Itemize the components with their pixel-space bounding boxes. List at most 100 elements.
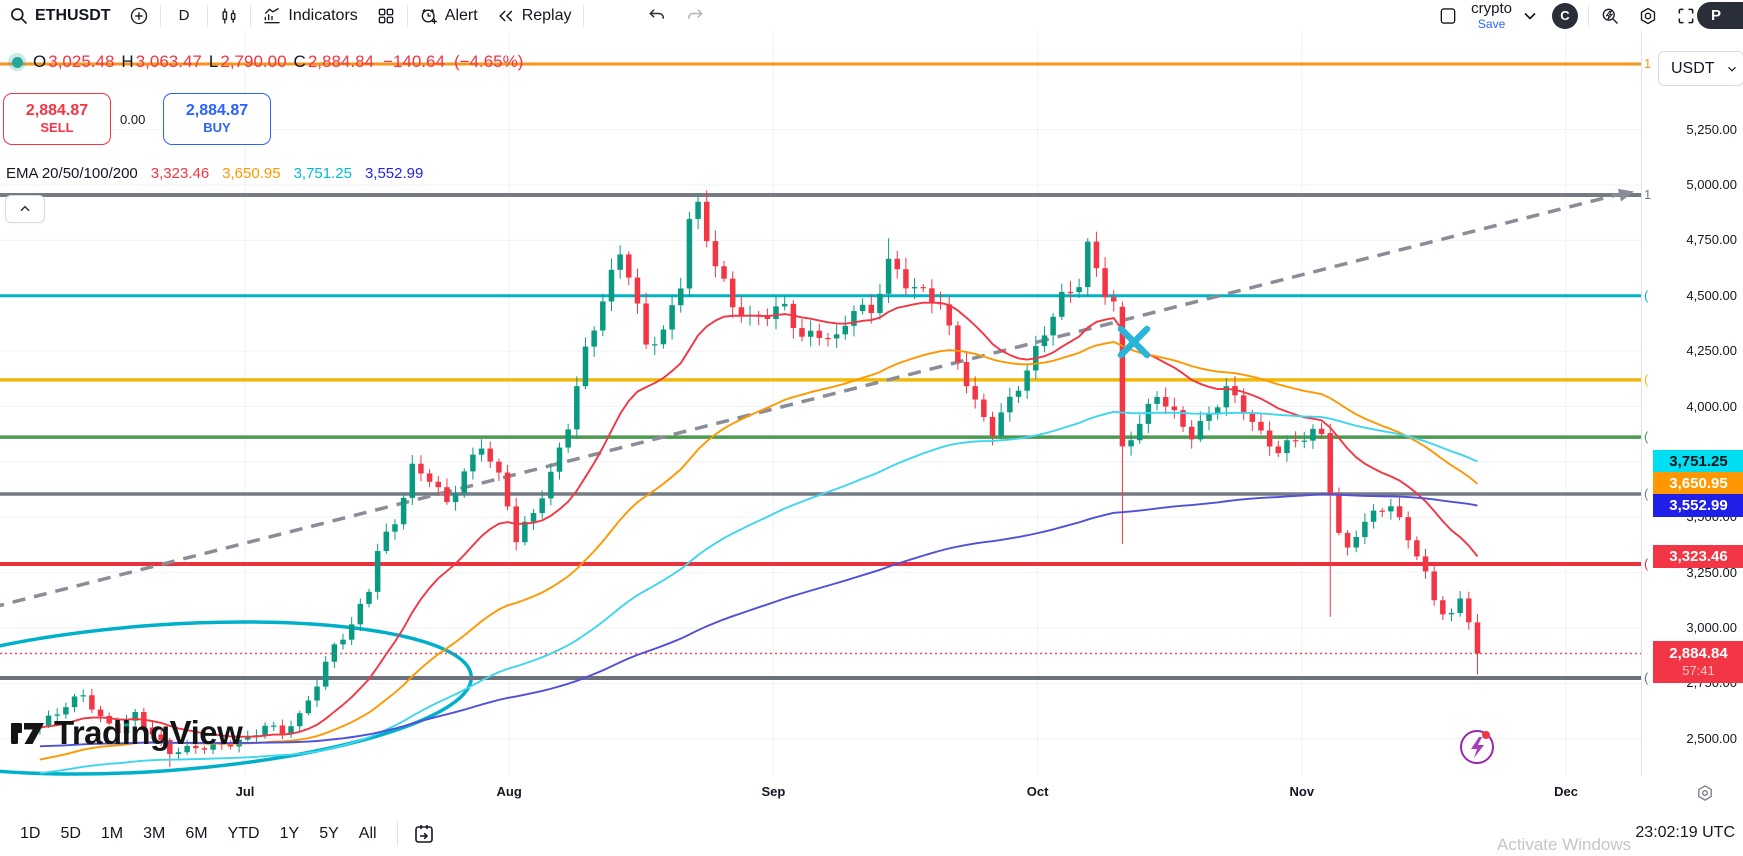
- fullscreen-button[interactable]: [1667, 1, 1705, 31]
- axis-settings-icon[interactable]: [1695, 783, 1715, 803]
- range-button-1y[interactable]: 1Y: [279, 825, 300, 842]
- gear-icon: [1638, 6, 1658, 26]
- symbol-name[interactable]: ETHUSDT: [35, 6, 111, 24]
- layout-name-save[interactable]: crypto Save: [1467, 1, 1516, 30]
- line-price-tag: (: [1644, 287, 1649, 303]
- line-price-tag: 1: [1644, 186, 1652, 202]
- fullscreen-icon: [1676, 6, 1696, 26]
- range-button-1d[interactable]: 1D: [20, 825, 41, 842]
- grid-icon: [376, 6, 396, 26]
- current-price-badge: 2,884.84 57:41: [1653, 640, 1743, 683]
- toolbar-separator: [1588, 4, 1589, 27]
- high-value: 3,063.47: [135, 52, 202, 71]
- chevron-down-icon: [1520, 6, 1540, 26]
- save-button[interactable]: Save: [1477, 17, 1506, 31]
- layout-dropdown-button[interactable]: [1516, 1, 1544, 31]
- ema-value: 3,650.95: [222, 165, 281, 182]
- undo-button[interactable]: [638, 1, 676, 31]
- line-price-tag: (: [1644, 485, 1649, 501]
- close-value: 2,884.84: [307, 52, 375, 71]
- compare-add-button[interactable]: [120, 1, 158, 31]
- buy-button[interactable]: 2,884.87 BUY: [163, 93, 271, 145]
- line-price-tag: 1: [1644, 56, 1652, 72]
- layout-name: crypto: [1471, 0, 1512, 17]
- select-layout-button[interactable]: [1429, 1, 1467, 31]
- chart-area[interactable]: O 3,025.48 H 3,063.47 L 2,790.00 C 2,884.84 …: [0, 31, 1743, 776]
- date-range-buttons: 1D 5D 1M 3M 6M YTD 1Y 5Y All: [0, 821, 387, 847]
- time-axis-month[interactable]: Dec: [1554, 784, 1578, 799]
- alert-button[interactable]: Alert: [410, 1, 487, 31]
- price-axis-label: 4,750.00: [1686, 232, 1737, 248]
- range-button-all[interactable]: All: [358, 825, 377, 842]
- layout-square-icon: [1438, 6, 1458, 26]
- change-value: −140.64: [383, 52, 445, 71]
- time-axis-month[interactable]: Jul: [235, 784, 255, 799]
- range-button-3m[interactable]: 3M: [143, 825, 166, 842]
- time-axis-month[interactable]: Oct: [1026, 784, 1049, 799]
- layout-grid-button[interactable]: [367, 1, 405, 31]
- symbol-search-button[interactable]: ETHUSDT: [0, 1, 120, 31]
- trade-panel: 2,884.87 SELL 0.00 2,884.87 BUY: [3, 93, 271, 145]
- price-axis[interactable]: USDT 2,884.84 57:41 5,250.00 5,000.00 4,75…: [1641, 31, 1743, 776]
- ohlc-legend: O 3,025.48 H 3,063.47 L 2,790.00 C 2,884.84 …: [8, 52, 523, 72]
- price-axis-label: 3,250.00: [1686, 564, 1737, 580]
- chevron-up-icon: [18, 202, 32, 216]
- currency-dropdown[interactable]: USDT: [1658, 51, 1743, 86]
- ema-value: 3,751.25: [293, 165, 352, 182]
- search-icon: [9, 6, 29, 26]
- range-button-ytd[interactable]: YTD: [227, 825, 260, 842]
- redo-button[interactable]: [676, 1, 714, 31]
- time-axis-month[interactable]: Sep: [761, 784, 786, 799]
- price-axis-label: 4,250.00: [1686, 343, 1737, 359]
- price-axis-label: 2,500.00: [1686, 730, 1737, 746]
- avatar[interactable]: C: [1552, 2, 1578, 29]
- price-badge: 3,323.46: [1653, 544, 1743, 568]
- settings-button[interactable]: [1629, 1, 1667, 31]
- time-axis-month[interactable]: Nov: [1289, 784, 1315, 799]
- range-button-5d[interactable]: 5D: [60, 825, 81, 842]
- candlestick-chart[interactable]: [0, 31, 1743, 776]
- replay-rewind-icon: [496, 6, 516, 26]
- spread-value: 0.00: [120, 112, 146, 127]
- toolbar-separator: [159, 4, 161, 27]
- toolbar-separator: [250, 4, 252, 27]
- utc-clock[interactable]: 23:02:19 UTC: [1635, 824, 1735, 841]
- symbol-status-dot: [8, 53, 26, 71]
- ema-value: 3,552.99: [364, 165, 424, 182]
- ema-legend: EMA 20/50/100/200 3,323.46 3,650.95 3,751.…: [6, 165, 423, 182]
- sell-button[interactable]: 2,884.87 SELL: [3, 93, 111, 145]
- time-axis-month[interactable]: Aug: [496, 784, 522, 799]
- quick-search-button[interactable]: [1591, 1, 1629, 31]
- low-value: 2,790.00: [220, 52, 287, 71]
- tradingview-logo-icon: [10, 715, 46, 751]
- range-button-6m[interactable]: 6M: [185, 825, 208, 842]
- time-axis[interactable]: Jul Aug Sep Oct Nov Dec: [0, 776, 1743, 813]
- price-axis-label: 5,250.00: [1686, 121, 1737, 137]
- publish-button[interactable]: P: [1697, 2, 1743, 29]
- activate-windows-watermark: Activate Windows: [1497, 835, 1632, 854]
- redo-icon: [685, 6, 705, 26]
- interval-button[interactable]: D: [178, 7, 190, 24]
- ema-label: EMA 20/50/100/200: [6, 165, 138, 182]
- ema-value: 3,323.46: [150, 165, 210, 182]
- price-badge: 3,650.95: [1653, 472, 1743, 496]
- price-axis-label: 5,000.00: [1686, 177, 1737, 192]
- plus-circle-icon: [129, 6, 149, 26]
- change-percent: (−4.65%): [453, 52, 524, 71]
- replay-button[interactable]: Replay: [487, 1, 581, 31]
- indicators-button[interactable]: Indicators: [253, 1, 366, 31]
- range-button-1m[interactable]: 1M: [100, 825, 124, 842]
- collapse-legend-button[interactable]: [5, 195, 45, 223]
- tradingview-watermark: TradingView: [10, 714, 243, 752]
- toolbar-right-group: crypto Save C P: [1429, 1, 1743, 31]
- range-button-5y[interactable]: 5Y: [319, 825, 339, 842]
- price-axis-label: 3,000.00: [1686, 620, 1737, 635]
- price-badge: 3,751.25: [1653, 450, 1743, 474]
- go-to-date-button[interactable]: [412, 822, 436, 846]
- chart-type-button[interactable]: [210, 1, 248, 31]
- alarm-clock-plus-icon: [419, 6, 439, 26]
- calendar-icon: [412, 822, 436, 846]
- indicators-icon: [262, 6, 282, 26]
- quick-search-icon: [1600, 6, 1620, 26]
